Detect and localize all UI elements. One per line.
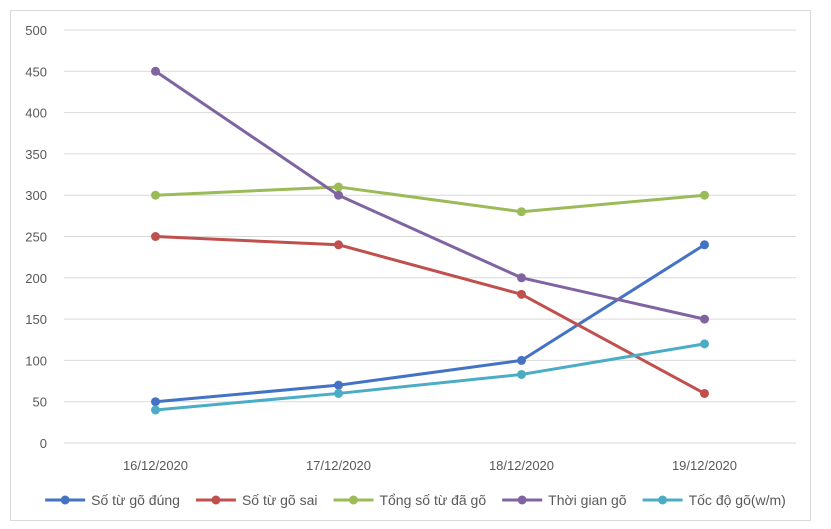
legend-marker <box>658 495 668 505</box>
y-tick-label: 200 <box>25 271 47 286</box>
legend-marker <box>60 495 70 505</box>
legend-label: Số từ gõ sai <box>242 492 318 508</box>
legend: Số từ gõ đúng Số từ gõ sai Tổng số từ đã g… <box>45 492 786 508</box>
y-tick-label: 300 <box>25 188 47 203</box>
data-point <box>334 190 343 200</box>
y-tick-label: 100 <box>25 353 47 368</box>
y-tick-label: 400 <box>25 106 47 121</box>
legend-label: Tổng số từ đã gõ <box>379 492 486 508</box>
legend-item: Số từ gõ đúng <box>45 492 180 508</box>
data-point <box>517 207 526 217</box>
x-axis-ticks: 16/12/2020 17/12/2020 18/12/2020 19/12/2020 <box>123 458 737 473</box>
data-point <box>517 355 526 365</box>
data-point <box>334 388 343 398</box>
legend-marker <box>348 495 358 505</box>
x-tick-label: 17/12/2020 <box>306 458 371 473</box>
legend-item: Tốc độ gõ(w/m) <box>642 492 786 508</box>
legend-label: Số từ gõ đúng <box>91 492 180 508</box>
legend-label: Tốc độ gõ(w/m) <box>689 492 786 508</box>
y-axis-ticks: 0 50 100 150 200 250 300 350 400 450 500 <box>25 23 47 451</box>
data-point <box>334 240 343 250</box>
legend-marker <box>211 495 221 505</box>
data-point <box>700 388 709 398</box>
data-point <box>517 289 526 299</box>
y-tick-label: 250 <box>25 230 47 245</box>
data-point <box>151 232 160 241</box>
data-point <box>334 182 343 192</box>
gridlines <box>64 29 796 444</box>
legend-item: Thời gian gõ <box>502 492 627 508</box>
data-point <box>700 339 709 349</box>
y-tick-label: 150 <box>25 312 47 327</box>
y-tick-label: 500 <box>25 23 47 38</box>
data-point <box>700 190 709 200</box>
series-line <box>154 243 706 404</box>
data-point <box>700 314 709 324</box>
legend-item: Số từ gõ sai <box>195 492 318 508</box>
data-point <box>517 369 526 379</box>
series-line <box>154 235 706 395</box>
legend-item: Tổng số từ đã gõ <box>333 492 486 508</box>
data-point <box>151 405 160 415</box>
series-line <box>154 69 706 321</box>
data-point <box>517 273 526 283</box>
legend-marker <box>517 495 527 505</box>
series-line <box>154 185 706 214</box>
data-point <box>700 240 709 250</box>
series-lines <box>151 66 709 415</box>
x-tick-label: 19/12/2020 <box>672 458 737 473</box>
series-line <box>154 342 706 412</box>
data-point <box>151 66 160 76</box>
y-tick-label: 0 <box>40 436 47 451</box>
legend-label: Thời gian gõ <box>548 492 627 508</box>
y-tick-label: 50 <box>33 395 47 410</box>
data-point <box>334 380 343 390</box>
y-tick-label: 450 <box>25 64 47 79</box>
data-point <box>151 397 160 407</box>
y-tick-label: 350 <box>25 147 47 162</box>
x-tick-label: 16/12/2020 <box>123 458 188 473</box>
x-tick-label: 18/12/2020 <box>489 458 554 473</box>
data-point <box>151 190 160 200</box>
